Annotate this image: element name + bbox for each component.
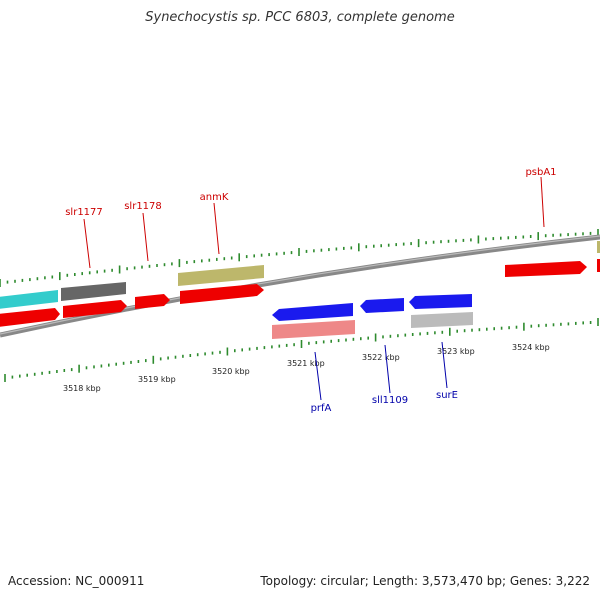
scale-label: 3520 kbp bbox=[212, 367, 250, 376]
genome-backbone bbox=[0, 234, 600, 338]
gene-dark-gray[interactable] bbox=[61, 282, 126, 301]
map-title: Synechocystis sp. PCC 6803, complete gen… bbox=[145, 10, 455, 25]
label-leader bbox=[540, 176, 545, 228]
gene-red-slr1177[interactable] bbox=[63, 300, 127, 318]
gene-label-sure[interactable]: surE bbox=[436, 390, 458, 401]
forward-inner-genes bbox=[0, 284, 264, 327]
gene-cyan[interactable] bbox=[0, 290, 58, 309]
label-leader bbox=[142, 212, 149, 262]
gene-red-1[interactable] bbox=[0, 308, 60, 327]
scale-label: 3522 kbp bbox=[362, 353, 400, 362]
gene-label-sll1109[interactable]: sll1109 bbox=[372, 395, 408, 406]
gene-label-slr1178[interactable]: slr1178 bbox=[124, 201, 162, 212]
gene-prfa[interactable] bbox=[272, 303, 353, 321]
gene-sll1109[interactable] bbox=[360, 298, 404, 313]
gene-label-psba1[interactable]: psbA1 bbox=[525, 167, 556, 178]
genome-backbone-highlight bbox=[0, 235, 600, 335]
gene-label-anmk[interactable]: anmK bbox=[200, 192, 229, 203]
gene-red-anmk-region[interactable] bbox=[180, 284, 264, 304]
gene-red-edge[interactable] bbox=[597, 259, 600, 272]
reverse-gene-labels: prfA sll1109 surE bbox=[311, 341, 458, 414]
forward-outer-genes bbox=[0, 241, 600, 309]
scale-labels: 3518 kbp 3519 kbp 3520 kbp 3521 kbp 3522… bbox=[63, 343, 550, 393]
gene-sure[interactable] bbox=[409, 294, 472, 309]
inner-tick-track bbox=[4, 318, 599, 382]
gene-label-slr1177[interactable]: slr1177 bbox=[65, 207, 103, 218]
label-leader bbox=[213, 202, 220, 255]
gene-label-prfa[interactable]: prfA bbox=[311, 403, 332, 414]
gene-anmk[interactable] bbox=[178, 265, 264, 286]
scale-label: 3519 kbp bbox=[138, 375, 176, 384]
accession-label: Accession: NC_000911 bbox=[8, 574, 145, 588]
gene-light-gray[interactable] bbox=[411, 312, 473, 328]
reverse-genes bbox=[272, 294, 473, 339]
topology-summary: Topology: circular; Length: 3,573,470 bp… bbox=[260, 574, 590, 588]
label-leader bbox=[384, 344, 391, 394]
gene-red-slr1178[interactable] bbox=[135, 294, 170, 309]
label-leader bbox=[83, 218, 91, 269]
scale-label: 3523 kbp bbox=[437, 347, 475, 356]
gene-psba1[interactable] bbox=[505, 261, 587, 277]
gene-olive-edge[interactable] bbox=[597, 241, 600, 253]
outer-tick-track bbox=[0, 229, 599, 287]
scale-label: 3524 kbp bbox=[512, 343, 550, 352]
scale-label: 3518 kbp bbox=[63, 384, 101, 393]
label-leader bbox=[314, 351, 322, 401]
forward-gene-labels: slr1177 slr1178 anmK psbA1 bbox=[65, 167, 557, 269]
label-leader bbox=[441, 341, 448, 389]
gene-pink[interactable] bbox=[272, 320, 355, 339]
scale-label: 3521 kbp bbox=[287, 359, 325, 368]
